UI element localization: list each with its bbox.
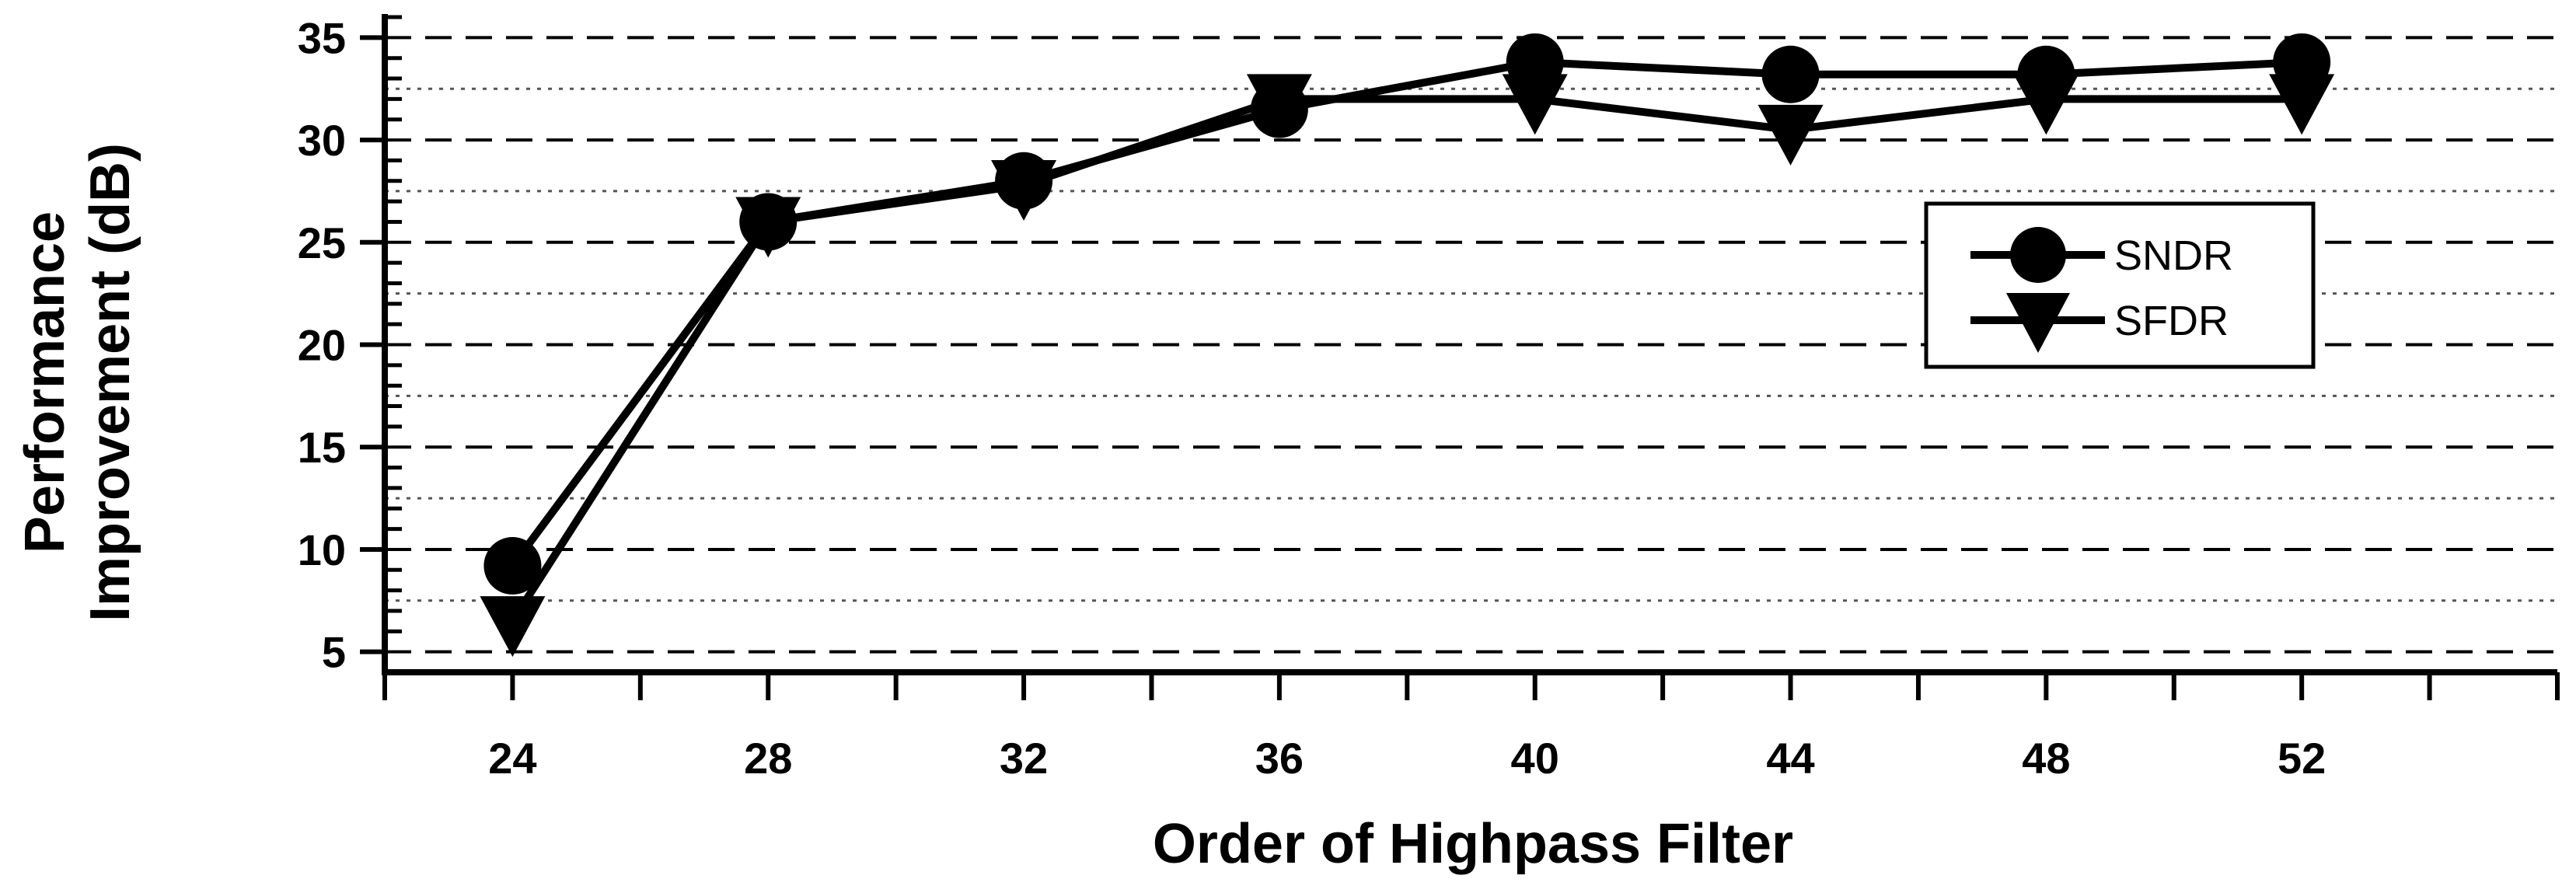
point-sfdr-40 — [1502, 74, 1568, 135]
y-tick-label-15: 15 — [298, 423, 346, 472]
legend-marker-sfdr — [2006, 293, 2070, 353]
point-sndr-44 — [1761, 45, 1820, 103]
legend-label-sndr: SNDR — [2114, 232, 2233, 279]
y-tick-label-35: 35 — [298, 13, 346, 62]
x-tick-label-36: 36 — [1255, 734, 1304, 783]
point-sfdr-24 — [480, 596, 546, 658]
point-sfdr-32 — [991, 160, 1057, 222]
tick-labels: 5 10 15 20 25 30 35 24 28 32 36 40 44 48 52 — [298, 13, 2326, 783]
x-tick-label-32: 32 — [1000, 734, 1048, 783]
point-sfdr-44 — [1757, 104, 1824, 166]
x-tick-label-44: 44 — [1766, 734, 1814, 783]
point-sndr-24 — [483, 537, 542, 595]
y-tick-label-5: 5 — [322, 628, 346, 677]
x-tick-label-48: 48 — [2022, 734, 2070, 783]
y-axis-title: Performance Improvement (dB) — [14, 143, 141, 622]
legend-box — [1924, 201, 2316, 369]
point-sfdr-48 — [2013, 74, 2079, 135]
legend: SNDR SFDR — [1924, 201, 2316, 369]
point-sfdr-52 — [2269, 74, 2335, 135]
y-tick-label-10: 10 — [298, 525, 346, 574]
legend-label-sfdr: SFDR — [2114, 298, 2229, 344]
axes — [360, 14, 2560, 700]
series-line-sfdr — [509, 95, 2302, 623]
grid-lines — [385, 36, 2557, 654]
point-sfdr-28 — [735, 197, 801, 258]
y-axis-title-line-2: Improvement (dB) — [79, 143, 141, 622]
y-tick-label-25: 25 — [298, 218, 346, 267]
x-tick-label-24: 24 — [488, 734, 536, 783]
legend-marker-sndr — [2010, 227, 2066, 283]
y-tick-label-30: 30 — [298, 116, 346, 165]
series-group — [480, 33, 2335, 658]
x-tick-label-28: 28 — [744, 734, 792, 783]
x-axis-title: Order of Highpass Filter — [1153, 813, 1793, 875]
point-sfdr-36 — [1246, 74, 1312, 135]
x-tick-label-52: 52 — [2278, 734, 2326, 783]
y-tick-label-20: 20 — [298, 321, 346, 370]
x-tick-label-40: 40 — [1511, 734, 1559, 783]
y-axis-title-line-1: Performance — [14, 211, 76, 553]
